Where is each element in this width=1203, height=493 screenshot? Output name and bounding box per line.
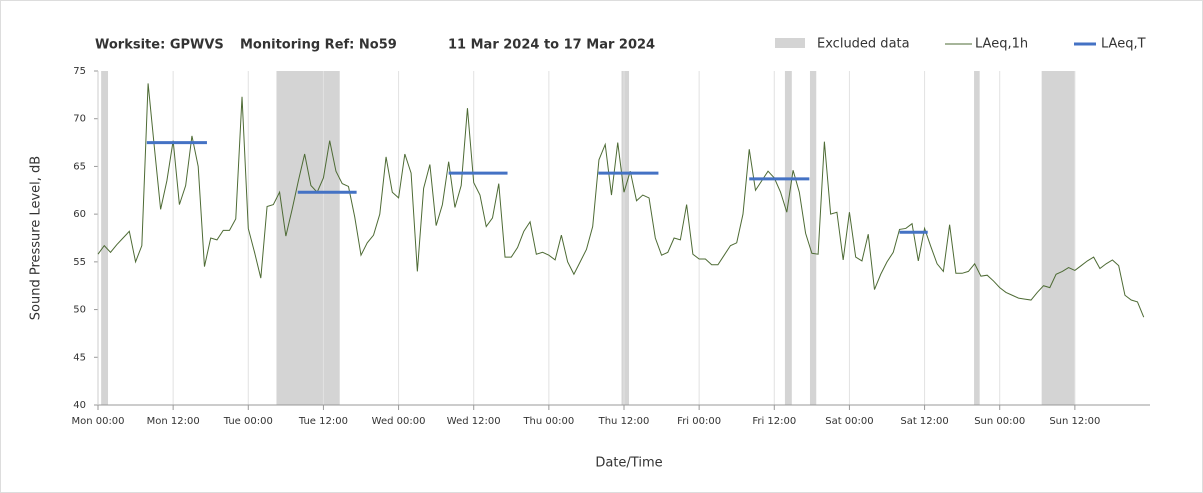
x-tick-label: Sat 12:00	[900, 416, 948, 427]
y-tick-label: 55	[73, 257, 86, 268]
x-tick-label: Fri 12:00	[752, 416, 796, 427]
legend-label: Excluded data	[817, 37, 910, 52]
y-tick-label: 65	[73, 161, 86, 172]
x-tick-label: Wed 12:00	[447, 416, 501, 427]
data-line	[97, 83, 1145, 318]
x-tick-label: Mon 00:00	[71, 416, 124, 427]
chart-title: Worksite: GPWVS	[95, 38, 224, 53]
excluded-band	[621, 71, 630, 405]
excluded-band	[276, 71, 340, 405]
x-tick-label: Tue 00:00	[223, 416, 273, 427]
y-tick-label: 75	[73, 66, 86, 77]
y-axis-label: Sound Pressure Level, dB	[29, 156, 44, 320]
y-tick-label: 50	[73, 305, 86, 316]
x-tick-label: Sun 12:00	[1049, 416, 1100, 427]
y-tick-label: 40	[73, 400, 86, 411]
y-tick-label: 70	[73, 114, 86, 125]
x-axis-label: Date/Time	[595, 456, 662, 471]
x-tick-label: Mon 12:00	[147, 416, 200, 427]
y-tick-label: 45	[73, 352, 86, 363]
legend-swatch	[775, 38, 805, 48]
x-tick-label: Thu 12:00	[598, 416, 650, 427]
chart-title: 11 Mar 2024 to 17 Mar 2024	[448, 38, 655, 53]
legend-label: LAeq,1h	[975, 37, 1028, 52]
x-tick-label: Fri 00:00	[677, 416, 721, 427]
excluded-band	[809, 71, 817, 405]
excluded-band	[1041, 71, 1075, 405]
excluded-band	[784, 71, 792, 405]
excluded-band	[101, 71, 109, 405]
excluded-band	[974, 71, 980, 405]
x-tick-label: Thu 00:00	[522, 416, 574, 427]
x-tick-label: Sat 00:00	[825, 416, 873, 427]
chart-title: Monitoring Ref: No59	[240, 38, 397, 53]
x-tick-label: Sun 00:00	[974, 416, 1025, 427]
y-tick-label: 60	[73, 209, 86, 220]
x-tick-label: Tue 12:00	[298, 416, 348, 427]
x-tick-label: Wed 00:00	[372, 416, 426, 427]
legend-label: LAeq,T	[1101, 37, 1146, 52]
